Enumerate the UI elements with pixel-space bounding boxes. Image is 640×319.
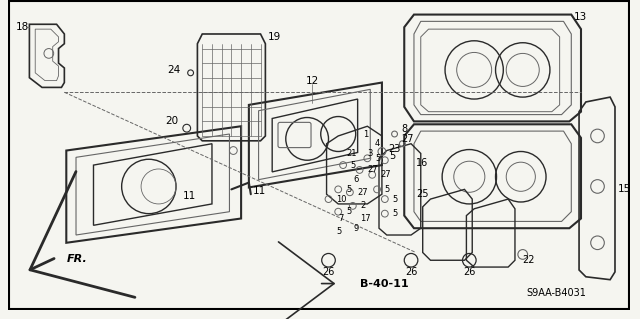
Text: 3: 3	[367, 149, 372, 158]
Text: 23: 23	[388, 144, 401, 153]
Text: 5: 5	[336, 226, 342, 236]
Text: 27: 27	[367, 166, 378, 174]
Text: 20: 20	[165, 116, 178, 126]
Text: B-40-11: B-40-11	[360, 278, 408, 289]
Text: 12: 12	[305, 76, 319, 85]
Text: 11: 11	[183, 191, 196, 201]
Text: 5: 5	[385, 185, 390, 194]
Text: 26: 26	[323, 267, 335, 277]
Text: 19: 19	[268, 32, 282, 42]
Text: 6: 6	[354, 175, 359, 184]
Text: 10: 10	[336, 195, 347, 204]
Text: 26: 26	[463, 267, 476, 277]
Text: 5: 5	[375, 154, 380, 163]
Text: FR.: FR.	[67, 254, 87, 264]
Text: 1: 1	[364, 130, 369, 138]
Text: 5: 5	[392, 195, 398, 204]
Text: 22: 22	[523, 255, 535, 265]
Text: 13: 13	[574, 12, 588, 22]
Text: 4: 4	[375, 139, 380, 148]
Text: 18: 18	[16, 22, 29, 32]
Text: 9: 9	[354, 224, 359, 233]
Text: 27: 27	[401, 134, 414, 144]
Text: 5: 5	[346, 185, 351, 194]
Text: 2: 2	[360, 201, 366, 210]
Text: 24: 24	[168, 65, 181, 75]
Text: 27: 27	[380, 170, 390, 179]
Text: 11: 11	[253, 186, 266, 196]
Text: 16: 16	[416, 158, 428, 168]
Text: 27: 27	[358, 188, 368, 197]
Text: 5: 5	[388, 151, 395, 161]
Text: 25: 25	[416, 189, 428, 199]
Text: 8: 8	[401, 124, 408, 134]
Text: 7: 7	[338, 214, 344, 223]
Text: 5: 5	[351, 160, 356, 170]
Text: 17: 17	[360, 214, 371, 223]
Text: 21: 21	[346, 149, 356, 158]
Text: S9AA-B4031: S9AA-B4031	[527, 288, 587, 298]
Text: 26: 26	[405, 267, 417, 277]
Text: 15: 15	[618, 184, 631, 194]
Text: 5: 5	[346, 207, 351, 216]
Text: 5: 5	[392, 209, 398, 218]
